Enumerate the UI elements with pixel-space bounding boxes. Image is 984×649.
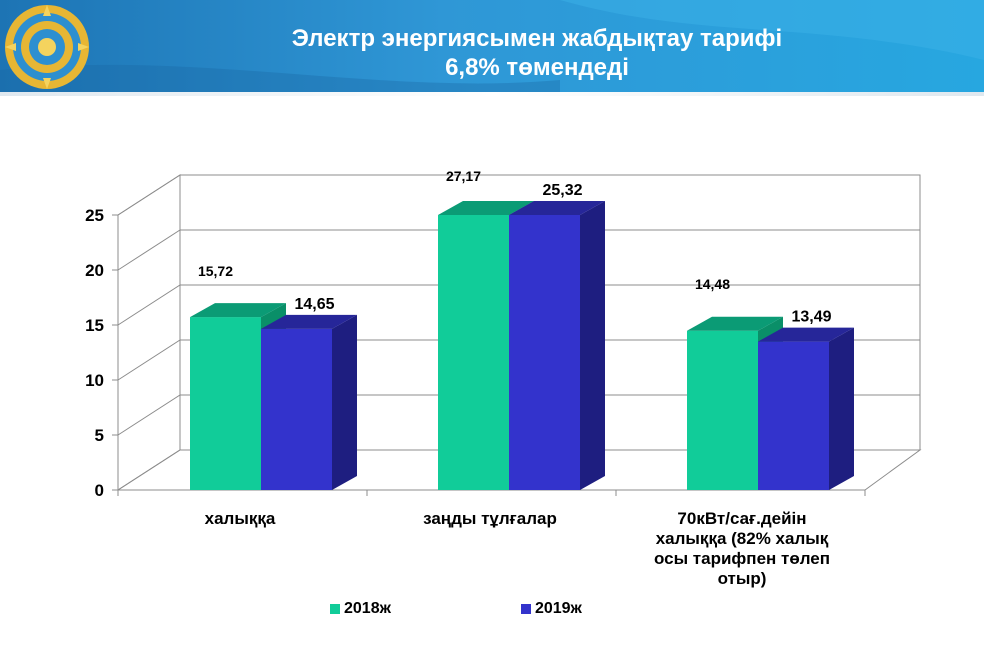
legend-label-2019: 2019ж	[534, 600, 582, 617]
bar-2018-0-front	[190, 317, 261, 490]
title-line-2: 6,8% төмендеді	[445, 54, 629, 81]
page-title: Электр энергиясымен жабдықтау тарифі 6,8…	[110, 24, 964, 82]
legend-swatch-2018	[330, 604, 340, 614]
bar-2019-1-side	[580, 201, 605, 490]
x-category-label-line: отыр)	[717, 569, 767, 588]
x-category-label-line: халыққа	[204, 509, 276, 528]
gridline	[117, 229, 920, 271]
title-line-1: Электр энергиясымен жабдықтау тарифі	[291, 25, 783, 52]
x-category-label-line: заңды тұлғалар	[423, 509, 557, 528]
bar-2019-2-front	[758, 341, 829, 490]
x-category-label-0: халыққа	[130, 509, 350, 529]
y-tick-label: 25	[85, 206, 104, 225]
x-category-label-line: 70кВт/сағ.дейін	[677, 509, 807, 528]
data-label-2018-2: 14,48	[695, 276, 730, 292]
bar-2019-2-top	[758, 327, 854, 342]
chart-legend: 2018ж 2019ж	[330, 600, 582, 618]
data-label-2018-0: 15,72	[198, 263, 233, 279]
bar-2019-0-side	[332, 314, 357, 490]
gridline	[117, 284, 920, 326]
data-label-2019-0: 14,65	[294, 296, 334, 313]
bar-2018-2-front	[687, 330, 758, 490]
bar-2019-2-side	[829, 327, 854, 490]
legend-label-2018: 2018ж	[344, 600, 391, 617]
x-category-label-1: заңды тұлғалар	[380, 509, 600, 529]
data-label-2019-1: 25,32	[542, 182, 582, 199]
state-emblem-icon	[5, 5, 89, 89]
side-wall	[117, 174, 181, 491]
bar-2019-1-top	[509, 201, 605, 215]
banner-ornament	[0, 0, 984, 96]
data-label-2018-1: 27,17	[446, 168, 481, 184]
header-banner: Электр энергиясымен жабдықтау тарифі 6,8…	[0, 0, 984, 96]
y-tick-label: 5	[95, 426, 104, 445]
x-category-label-2: 70кВт/сағ.дейін халыққа (82% халық осы тар…	[632, 509, 852, 589]
y-tick-label: 20	[85, 261, 104, 280]
x-category-label-line: халыққа (82% халық	[655, 529, 829, 548]
bar-2019-1-front	[509, 215, 580, 490]
y-tick-label: 10	[85, 371, 104, 390]
bar-2019-0-front	[261, 328, 332, 490]
y-tick-label: 15	[85, 316, 104, 335]
bar-2019-0-top	[261, 314, 357, 329]
bar-2018-1-front	[438, 215, 509, 490]
legend-item-2019: 2019ж	[520, 600, 582, 618]
legend-item-2018: 2018ж	[330, 600, 391, 618]
x-category-label-line: осы тарифпен төлеп	[653, 549, 831, 568]
bar-2018-2-top	[687, 316, 783, 331]
gridline	[117, 449, 920, 491]
y-tick-label: 0	[95, 481, 104, 500]
gridline	[117, 339, 920, 381]
legend-swatch-2019	[520, 604, 531, 614]
data-label-2019-2: 13,49	[791, 309, 831, 326]
gridline	[117, 174, 920, 216]
gridline	[117, 394, 920, 436]
bar-2018-1-top	[438, 201, 534, 215]
bar-2018-0-top	[190, 303, 286, 318]
